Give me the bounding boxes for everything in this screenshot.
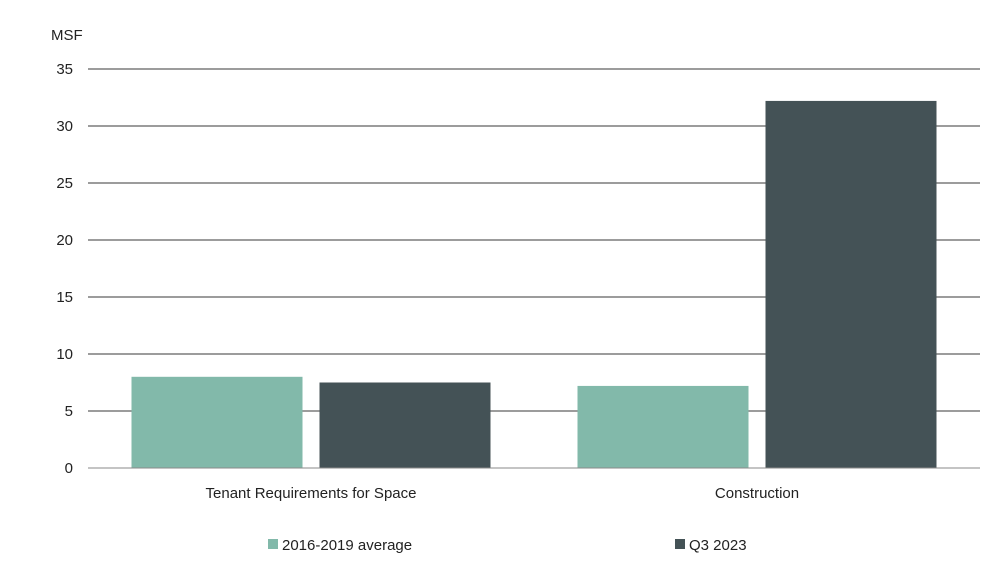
bar (577, 385, 749, 468)
y-axis-ticks: 0 5 10 15 20 25 30 35 (56, 61, 73, 477)
y-tick-label: 15 (56, 289, 73, 306)
y-tick-label: 10 (56, 346, 73, 363)
legend-label: Q3 2023 (689, 537, 747, 554)
bar (131, 376, 303, 468)
legend-swatch (268, 539, 278, 549)
x-axis-labels: Tenant Requirements for Space Constructio… (206, 485, 800, 502)
x-category-label: Tenant Requirements for Space (206, 485, 417, 502)
y-tick-label: 25 (56, 175, 73, 192)
y-tick-label: 30 (56, 118, 73, 135)
y-tick-label: 0 (65, 460, 73, 477)
legend-label: 2016-2019 average (282, 537, 412, 554)
x-category-label: Construction (715, 485, 799, 502)
y-tick-label: 20 (56, 232, 73, 249)
bars (88, 100, 980, 469)
y-axis-unit-label: MSF (51, 27, 83, 44)
legend: 2016-2019 average Q3 2023 (268, 537, 747, 554)
y-tick-label: 35 (56, 61, 73, 78)
legend-swatch (675, 539, 685, 549)
bar (765, 100, 937, 469)
y-tick-label: 5 (65, 403, 73, 420)
bar (319, 382, 491, 468)
